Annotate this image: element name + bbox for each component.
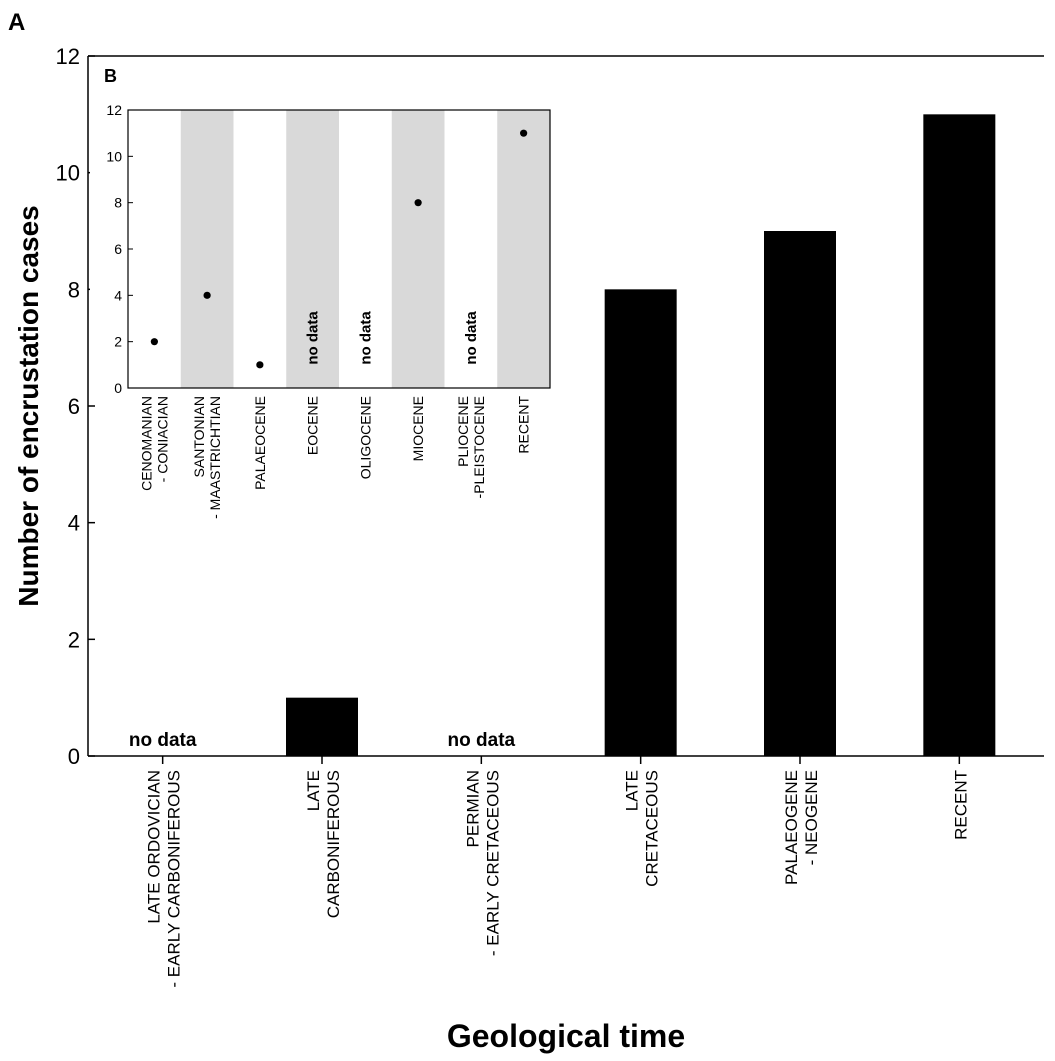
x-category-line-a: LATE: [304, 770, 323, 811]
x-category-line-a: - EARLY CRETACEOUS: [483, 770, 502, 956]
y-tick-label-a: 2: [68, 627, 80, 652]
x-category-label-a: RECENT: [951, 770, 970, 840]
x-category-label-b: PLIOCENE -PLEISTOCENE: [455, 396, 487, 498]
shaded-band-b: [286, 110, 339, 388]
y-tick-label-b: 12: [106, 102, 122, 118]
x-axis-title: Geological time: [447, 1018, 685, 1054]
data-point-b: [203, 291, 211, 299]
data-point-b: [414, 199, 422, 207]
y-tick-label-a: 12: [56, 44, 80, 69]
x-category-line-b: CENOMANIAN: [138, 396, 154, 491]
no-data-label-b: no data: [305, 311, 322, 365]
x-category-label-b: RECENT: [516, 396, 532, 454]
no-data-label-b: no data: [463, 311, 480, 365]
x-category-line-a: CARBONIFEROUS: [324, 770, 343, 918]
x-category-line-b: SANTONIAN: [191, 396, 207, 477]
data-point-b: [256, 361, 264, 369]
x-category-line-a: - EARLY CARBONIFEROUS: [165, 770, 184, 988]
panel-label-a: A: [8, 9, 25, 36]
y-tick-label-a: 4: [68, 511, 80, 536]
x-category-line-b: EOCENE: [305, 396, 321, 455]
bar-a: [764, 231, 836, 756]
panel-label-b: B: [104, 66, 117, 86]
data-point-b: [150, 338, 158, 346]
x-category-line-a: PERMIAN: [463, 770, 482, 847]
x-category-label-b: OLIGOCENE: [357, 396, 373, 479]
x-category-label-a: PERMIAN - EARLY CRETACEOUS: [463, 770, 502, 956]
y-tick-label-b: 6: [114, 241, 122, 257]
y-tick-label-b: 0: [114, 380, 122, 396]
y-tick-label-a: 10: [56, 161, 80, 186]
bar-a: [604, 289, 677, 756]
x-category-line-b: PLIOCENE: [455, 396, 471, 467]
x-category-line-a: LATE: [623, 770, 642, 811]
x-category-label-a: PALAEOGENE - NEOGENE: [782, 770, 821, 885]
shaded-band-b: [497, 110, 550, 388]
x-category-line-b: RECENT: [516, 396, 532, 454]
x-category-label-b: MIOCENE: [410, 396, 426, 461]
x-category-label-a: LATE CRETACEOUS: [623, 770, 662, 887]
x-category-line-b: MIOCENE: [410, 396, 426, 461]
x-category-line-b: - MAASTRICHTIAN: [207, 396, 223, 519]
x-category-label-b: PALAEOCENE: [252, 396, 268, 490]
x-category-line-a: RECENT: [951, 770, 970, 840]
shaded-band-b: [180, 110, 234, 388]
x-category-label-a: LATE ORDOVICIAN - EARLY CARBONIFEROUS: [145, 770, 184, 988]
no-data-label-a: no data: [448, 730, 516, 751]
y-axis-title: Number of encrustation cases: [13, 205, 44, 606]
y-tick-label-b: 10: [106, 148, 122, 164]
x-category-line-a: CRETACEOUS: [643, 770, 662, 887]
y-tick-label-b: 8: [114, 195, 122, 211]
x-category-line-b: -PLEISTOCENE: [471, 396, 487, 498]
y-tick-label-a: 6: [68, 394, 80, 419]
bar-a: [923, 114, 996, 757]
x-category-line-b: PALAEOCENE: [252, 396, 268, 490]
x-category-line-a: PALAEOGENE: [782, 770, 801, 885]
x-category-line-a: - NEOGENE: [802, 770, 821, 865]
no-data-label-b: no data: [357, 311, 374, 365]
y-tick-label-b: 4: [114, 287, 122, 303]
y-tick-label-b: 2: [114, 334, 122, 350]
shaded-band-b: [391, 110, 445, 388]
x-category-line-b: - CONIACIAN: [154, 396, 170, 482]
y-tick-label-a: 8: [68, 277, 80, 302]
x-category-line-a: LATE ORDOVICIAN: [145, 770, 164, 924]
x-category-label-a: LATE CARBONIFEROUS: [304, 770, 343, 918]
y-tick-label-a: 0: [68, 744, 80, 769]
bar-a: [286, 697, 358, 756]
x-category-label-b: SANTONIAN - MAASTRICHTIAN: [191, 396, 223, 519]
x-category-label-b: EOCENE: [305, 396, 321, 455]
x-category-line-b: OLIGOCENE: [357, 396, 373, 479]
no-data-label-a: no data: [129, 730, 197, 751]
data-point-b: [520, 129, 528, 137]
x-category-label-b: CENOMANIAN - CONIACIAN: [138, 396, 170, 491]
